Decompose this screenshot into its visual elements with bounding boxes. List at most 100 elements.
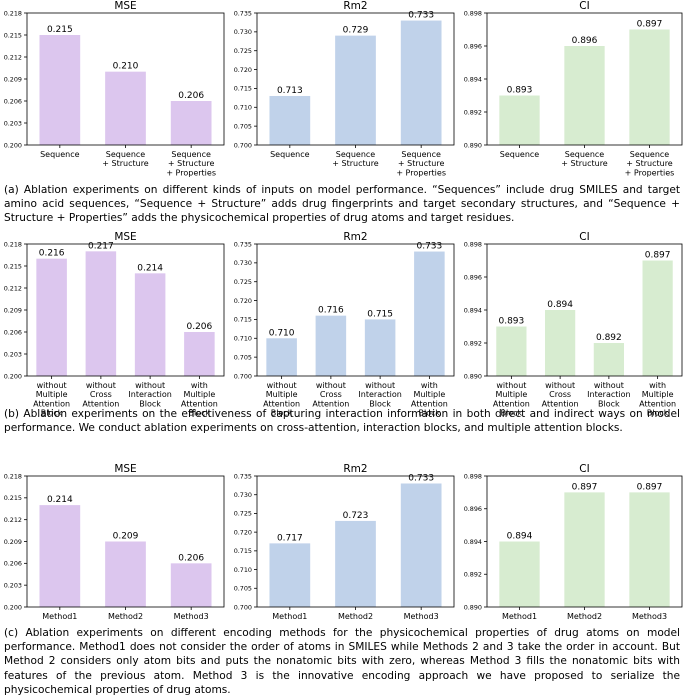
chart-panel-mse-0: MSE 0.200 0.203 0.206 0.209 0.212 0.215 0.218 0.… <box>4 0 225 177</box>
chart-title: MSE <box>114 463 136 475</box>
y-tick-label: 0.212 <box>4 53 22 61</box>
y-tick-label: 0.896 <box>464 273 482 281</box>
y-tick-label: 0.218 <box>4 9 22 17</box>
bar-value-label: 0.216 <box>39 249 65 259</box>
bar <box>266 338 297 376</box>
x-tick-label: Method2 <box>338 612 373 621</box>
x-tick-label: Sequence <box>500 150 540 159</box>
y-tick-label: 0.700 <box>234 141 252 149</box>
y-tick-label: 0.725 <box>234 47 252 55</box>
x-tick-label: Method2 <box>108 612 143 621</box>
bar <box>170 101 212 145</box>
plot-frame <box>26 12 225 146</box>
bar-value-label: 0.733 <box>416 242 442 252</box>
plot-frame <box>26 243 225 377</box>
x-tick-label: Method1 <box>272 612 307 621</box>
plot-frame <box>256 243 455 377</box>
bar-value-label: 0.897 <box>645 251 671 261</box>
bar <box>642 260 673 376</box>
bar-value-label: 0.717 <box>277 533 303 543</box>
bar <box>629 492 670 607</box>
chart-title: Rm2 <box>343 231 367 243</box>
bar <box>39 35 81 145</box>
bar <box>85 251 117 376</box>
y-tick-label: 0.215 <box>4 494 22 502</box>
y-tick-label: 0.209 <box>4 538 22 546</box>
x-tick-label: Sequence + Structure + Properties <box>166 150 216 177</box>
y-tick-label: 0.735 <box>234 472 252 480</box>
x-tick-label: with Multiple Attention Block <box>181 381 218 418</box>
x-tick-label: Sequence + Structure <box>561 150 608 168</box>
chart-panel-rm2-2: Rm2 0.700 0.705 0.710 0.715 0.720 0.725 0.730 0.… <box>234 463 455 621</box>
bar <box>593 343 624 376</box>
y-tick-label: 0.200 <box>4 603 22 611</box>
x-tick-label: without Interaction Block <box>128 381 171 408</box>
y-tick-label: 0.218 <box>4 472 22 480</box>
bar <box>629 29 670 145</box>
bar <box>105 541 146 607</box>
bar-value-label: 0.733 <box>408 473 434 483</box>
x-tick-label: without Multiple Attention Block <box>33 381 70 418</box>
y-tick-label: 0.218 <box>4 240 22 248</box>
chart-panel-ci-1: CI 0.890 0.892 0.894 0.896 0.898 0.893 without M… <box>464 231 683 418</box>
y-tick-label: 0.892 <box>464 339 482 347</box>
y-tick-label: 0.206 <box>4 328 22 336</box>
bar <box>400 20 442 146</box>
bar-value-label: 0.206 <box>178 553 204 563</box>
bar-value-label: 0.894 <box>507 532 533 542</box>
bar-value-label: 0.716 <box>318 306 344 316</box>
bar-value-label: 0.710 <box>269 328 295 338</box>
y-tick-label: 0.710 <box>234 566 252 574</box>
bar <box>335 520 376 607</box>
bar <box>414 251 445 376</box>
bar <box>39 505 81 607</box>
caption-b: (b) Ablation experiments on the effectiv… <box>4 408 680 435</box>
y-tick-label: 0.890 <box>464 603 482 611</box>
bar <box>564 492 605 607</box>
y-tick-label: 0.720 <box>234 66 252 74</box>
plot-frame <box>486 12 683 146</box>
bar-value-label: 0.206 <box>186 322 212 332</box>
chart-title: MSE <box>114 231 136 243</box>
x-tick-label: Sequence + Structure + Properties <box>396 150 446 177</box>
bar-value-label: 0.733 <box>408 11 434 21</box>
y-tick-label: 0.715 <box>234 547 252 555</box>
x-tick-label: Sequence + Structure + Properties <box>625 150 675 177</box>
bar <box>315 315 347 376</box>
y-tick-label: 0.890 <box>464 141 482 149</box>
bar <box>269 95 311 145</box>
y-tick-label: 0.735 <box>234 9 252 17</box>
ablation-figure: MSE 0.200 0.203 0.206 0.209 0.212 0.215 0.218 0.… <box>4 0 683 621</box>
y-tick-label: 0.206 <box>4 560 22 568</box>
y-tick-label: 0.212 <box>4 284 22 292</box>
bar <box>170 563 212 607</box>
y-tick-label: 0.209 <box>4 306 22 314</box>
bar <box>496 326 527 376</box>
x-tick-label: Sequence + Structure <box>102 150 149 168</box>
bar-value-label: 0.715 <box>367 309 393 319</box>
y-tick-label: 0.898 <box>464 240 482 248</box>
x-tick-label: Method3 <box>632 612 667 621</box>
y-tick-label: 0.896 <box>464 505 482 513</box>
y-tick-label: 0.212 <box>4 516 22 524</box>
chart-panel-mse-2: MSE 0.200 0.203 0.206 0.209 0.212 0.215 0.218 0.… <box>4 463 225 621</box>
y-tick-label: 0.898 <box>464 472 482 480</box>
y-tick-label: 0.730 <box>234 259 252 267</box>
x-tick-label: Sequence <box>270 150 310 159</box>
x-tick-label: Method3 <box>174 612 209 621</box>
chart-panel-rm2-1: Rm2 0.700 0.705 0.710 0.715 0.720 0.725 0.730 0.… <box>234 231 455 418</box>
bar-value-label: 0.206 <box>178 91 204 101</box>
chart-title: MSE <box>114 0 136 12</box>
y-tick-label: 0.894 <box>464 538 482 546</box>
y-tick-label: 0.209 <box>4 75 22 83</box>
bar <box>499 541 540 607</box>
y-tick-label: 0.730 <box>234 28 252 36</box>
y-tick-label: 0.890 <box>464 372 482 380</box>
y-tick-label: 0.700 <box>234 372 252 380</box>
bar-value-label: 0.897 <box>572 482 598 492</box>
bar-value-label: 0.209 <box>113 532 139 542</box>
plot-frame <box>486 243 683 377</box>
bar <box>36 258 67 376</box>
chart-panel-rm2-0: Rm2 0.700 0.705 0.710 0.715 0.720 0.725 0.730 0.… <box>234 0 455 177</box>
caption-c: (c) Ablation experiments on different en… <box>4 627 680 696</box>
